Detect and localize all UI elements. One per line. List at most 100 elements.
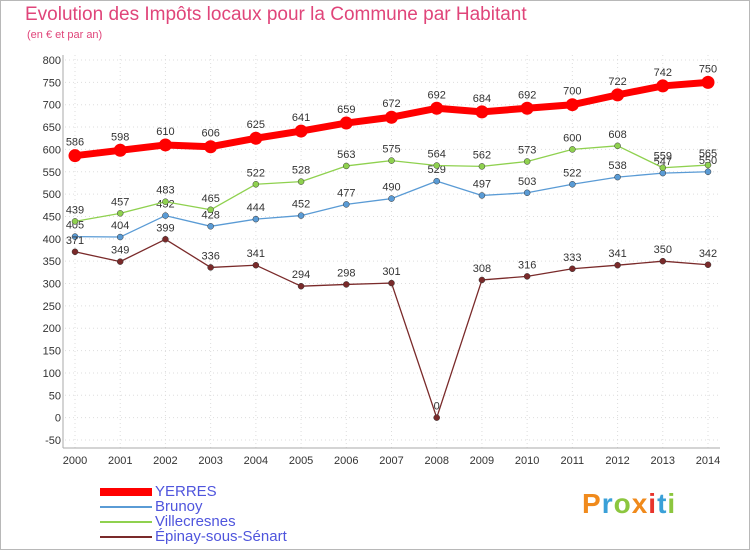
- data-point: [297, 212, 305, 219]
- data-point: [204, 140, 218, 154]
- data-point: [249, 131, 263, 145]
- data-label: 342: [699, 248, 717, 260]
- data-label: 550: [699, 155, 717, 167]
- x-tick-label: 2008: [424, 455, 448, 467]
- y-tick-label: 250: [43, 301, 61, 313]
- data-point: [71, 248, 79, 256]
- data-label: 350: [654, 244, 672, 256]
- data-point: [614, 173, 621, 181]
- data-point: [433, 162, 440, 169]
- data-label: 742: [654, 67, 672, 79]
- data-label: 477: [337, 187, 355, 199]
- legend-swatch: [100, 521, 152, 523]
- data-point: [520, 101, 534, 115]
- data-label: 371: [66, 235, 84, 247]
- data-point: [433, 414, 440, 421]
- data-point: [252, 261, 260, 269]
- data-label: 575: [382, 144, 400, 156]
- data-point: [162, 212, 169, 219]
- data-point: [659, 164, 667, 171]
- y-tick-label: 450: [43, 211, 61, 223]
- data-label: 308: [473, 263, 491, 275]
- x-tick-label: 2014: [696, 455, 720, 467]
- data-point: [704, 261, 712, 269]
- chart-title: Evolution des Impôts locaux pour la Comm…: [25, 4, 527, 25]
- proxiti-logo: Proxiti: [582, 488, 677, 519]
- data-point: [523, 189, 531, 197]
- data-label: 522: [563, 167, 581, 179]
- data-label: 349: [111, 245, 129, 257]
- y-tick-label: 600: [43, 144, 61, 156]
- data-label: 606: [201, 128, 219, 140]
- data-label: 399: [156, 222, 174, 234]
- data-label: 608: [608, 129, 626, 141]
- data-label: 452: [292, 199, 310, 211]
- data-point: [385, 110, 398, 124]
- data-label: 565: [699, 148, 717, 160]
- data-point: [704, 168, 712, 176]
- legend-swatch: [100, 506, 152, 508]
- data-point: [430, 101, 444, 115]
- x-tick-label: 2002: [153, 455, 177, 467]
- data-point: [475, 105, 489, 119]
- data-label: 722: [608, 76, 626, 88]
- data-label: 563: [337, 149, 355, 161]
- data-label: 692: [518, 89, 536, 101]
- data-point: [116, 233, 124, 241]
- data-label: 333: [563, 252, 581, 264]
- data-point: [294, 124, 308, 138]
- data-label: 600: [563, 132, 581, 144]
- data-label: 503: [518, 176, 536, 188]
- data-label: 294: [292, 269, 310, 281]
- chart-subtitle: (en € et par an): [27, 29, 103, 41]
- x-tick-label: 2011: [561, 455, 585, 467]
- data-point: [656, 79, 670, 93]
- y-tick-label: 550: [43, 167, 61, 179]
- data-label: 522: [247, 167, 265, 179]
- data-point: [569, 146, 576, 153]
- data-label: 692: [428, 89, 446, 101]
- data-label: 573: [518, 144, 536, 156]
- data-point: [116, 258, 124, 265]
- data-point: [71, 233, 79, 240]
- y-tick-label: 0: [55, 413, 61, 425]
- data-point: [433, 177, 440, 185]
- data-point: [297, 282, 305, 290]
- data-point: [478, 163, 486, 170]
- data-label: 0: [434, 401, 440, 413]
- data-label: 750: [699, 63, 717, 75]
- data-label: 341: [608, 248, 626, 260]
- data-point: [478, 192, 486, 199]
- data-label: 444: [247, 202, 265, 214]
- legend-label: Villecresnes: [155, 513, 236, 530]
- data-label: 538: [608, 160, 626, 172]
- data-point: [207, 223, 214, 230]
- data-point: [704, 161, 712, 169]
- data-label: 490: [382, 182, 400, 194]
- x-tick-label: 2001: [108, 455, 132, 467]
- data-point: [343, 281, 350, 288]
- y-tick-label: 50: [49, 390, 61, 402]
- data-label: 684: [473, 93, 491, 105]
- legend-label: Brunoy: [155, 498, 203, 515]
- data-label: 641: [292, 112, 310, 124]
- y-tick-label: 150: [43, 346, 61, 358]
- y-tick-label: 500: [43, 189, 61, 201]
- data-label: 439: [66, 204, 84, 216]
- x-tick-label: 2006: [334, 455, 358, 467]
- data-label: 586: [66, 137, 84, 149]
- y-tick-label: 400: [43, 234, 61, 246]
- data-point: [478, 276, 486, 284]
- data-label: 598: [111, 131, 129, 143]
- data-label: 528: [292, 165, 310, 177]
- data-point: [614, 142, 621, 150]
- data-point: [659, 257, 667, 265]
- x-tick-label: 2013: [651, 455, 675, 467]
- data-label: 559: [654, 151, 672, 163]
- data-point: [207, 206, 214, 214]
- y-tick-label: 100: [43, 368, 61, 380]
- data-label: 336: [201, 250, 219, 262]
- data-label: 659: [337, 104, 355, 116]
- y-tick-label: -50: [45, 435, 61, 447]
- x-tick-label: 2012: [605, 455, 629, 467]
